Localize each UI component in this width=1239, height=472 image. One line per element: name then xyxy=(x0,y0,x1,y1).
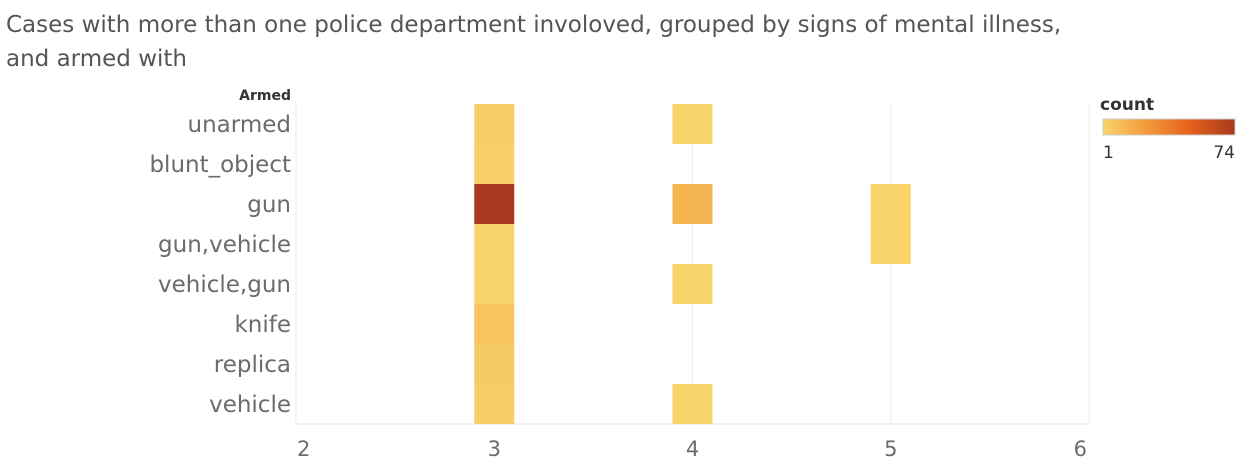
cell-gun-3[interactable] xyxy=(474,184,515,224)
y-axis-title: Armed xyxy=(239,88,291,104)
chart-title: Cases with more than one police departme… xyxy=(6,12,1062,72)
x-tick-labels: 2 3 4 5 6 xyxy=(297,437,1087,461)
row-label-gun-vehicle: gun,vehicle xyxy=(158,232,291,258)
cell-blunt-object-3[interactable] xyxy=(474,144,515,184)
cell-unarmed-3[interactable] xyxy=(474,104,515,144)
legend-max-label: 74 xyxy=(1213,143,1235,163)
legend-min-label: 1 xyxy=(1103,143,1114,163)
cell-vehicle-3[interactable] xyxy=(474,384,515,424)
cell-knife-3[interactable] xyxy=(474,304,515,344)
cell-unarmed-4[interactable] xyxy=(672,104,713,144)
cell-vehicle-gun-4[interactable] xyxy=(672,264,713,304)
cell-gun-5[interactable] xyxy=(870,184,911,224)
row-label-knife: knife xyxy=(234,312,291,338)
row-label-vehicle: vehicle xyxy=(209,392,291,418)
x-tick-label-2: 2 xyxy=(297,437,310,461)
cell-gun-vehicle-5[interactable] xyxy=(870,224,911,264)
x-tick-label-4: 4 xyxy=(686,437,699,461)
x-tick-label-5: 5 xyxy=(884,437,897,461)
cell-gun-vehicle-3[interactable] xyxy=(474,224,515,264)
legend-title: count xyxy=(1100,95,1154,115)
x-tick-label-3: 3 xyxy=(488,437,501,461)
cell-replica-3[interactable] xyxy=(474,344,515,384)
cell-vehicle-gun-3[interactable] xyxy=(474,264,515,304)
x-tick-label-6: 6 xyxy=(1074,437,1087,461)
heatmap-cells xyxy=(474,104,911,424)
row-label-gun: gun xyxy=(247,192,291,218)
color-legend: count 1 74 xyxy=(1100,95,1236,163)
row-label-replica: replica xyxy=(214,352,291,378)
row-label-unarmed: unarmed xyxy=(188,112,291,138)
cell-gun-4[interactable] xyxy=(672,184,713,224)
legend-gradient-bar xyxy=(1102,118,1236,136)
cell-vehicle-4[interactable] xyxy=(672,384,713,424)
row-label-vehicle-gun: vehicle,gun xyxy=(158,272,291,298)
row-label-blunt-object: blunt_object xyxy=(149,152,291,178)
